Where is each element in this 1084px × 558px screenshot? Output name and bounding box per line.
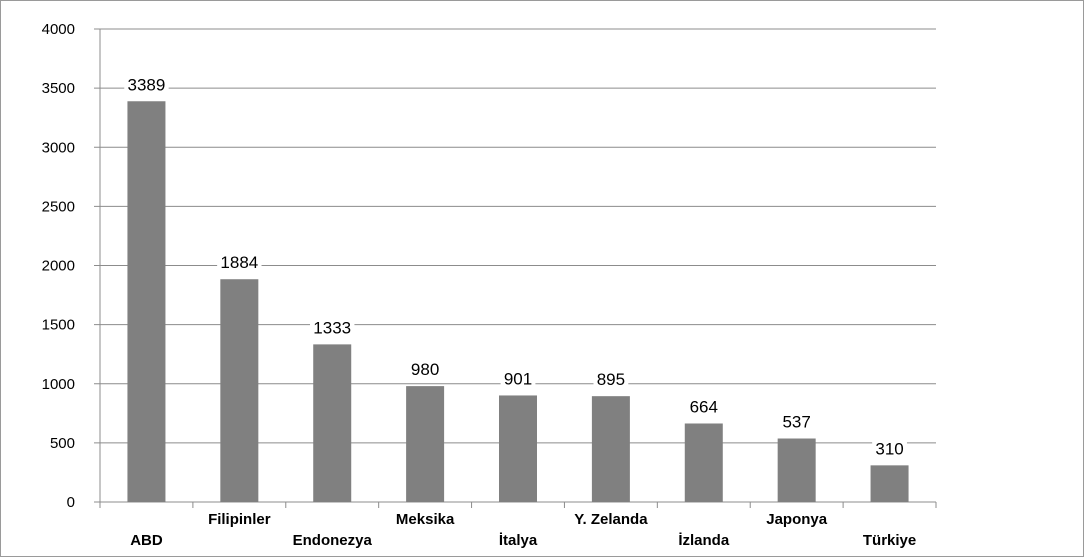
data-label: 901 — [504, 369, 532, 388]
y-tick-label: 1500 — [42, 317, 75, 334]
data-label-bg — [407, 359, 443, 380]
bar-7 — [684, 423, 723, 502]
y-tick-label: 3000 — [42, 139, 75, 156]
x-category-label: Filipinler — [208, 511, 271, 528]
bar-8 — [777, 438, 816, 502]
data-label: 1333 — [313, 318, 351, 337]
x-category-label: Meksika — [396, 511, 455, 528]
data-label-bg — [310, 317, 355, 338]
data-label: 310 — [875, 439, 903, 458]
data-label: 664 — [690, 397, 718, 416]
data-label-bg — [779, 411, 815, 432]
y-tick-label: 2500 — [42, 198, 75, 215]
bar-1 — [127, 101, 166, 503]
data-label-bg — [217, 252, 262, 273]
bar-3 — [313, 344, 352, 502]
x-category-label: İtalya — [499, 532, 538, 549]
data-label-bg — [593, 369, 629, 390]
data-label-bg — [500, 368, 536, 389]
data-label-bg — [686, 396, 722, 417]
data-label: 895 — [597, 370, 625, 389]
data-label: 980 — [411, 360, 439, 379]
x-category-label: ABD — [130, 532, 163, 549]
y-tick-label: 0 — [67, 494, 75, 511]
x-category-label: Japonya — [766, 511, 828, 528]
x-category-label: Endonezya — [293, 532, 373, 549]
data-label-bg — [872, 438, 907, 459]
bar-6 — [591, 396, 630, 502]
data-label: 3389 — [128, 75, 166, 94]
bar-2 — [220, 279, 259, 502]
bar-4 — [406, 386, 445, 502]
y-tick-label: 4000 — [42, 21, 75, 38]
y-tick-label: 2000 — [42, 258, 75, 275]
y-tick-label: 1000 — [42, 376, 75, 393]
x-category-label: Türkiye — [863, 532, 916, 549]
data-label-bg — [124, 74, 169, 95]
x-category-label: Y. Zelanda — [574, 511, 648, 528]
data-label: 1884 — [220, 253, 258, 272]
bar-5 — [499, 395, 537, 502]
y-tick-label: 500 — [50, 435, 75, 452]
data-label: 537 — [782, 412, 810, 431]
bar-9 — [870, 465, 909, 502]
x-category-label: İzlanda — [678, 532, 730, 549]
y-tick-label: 3500 — [42, 80, 75, 97]
